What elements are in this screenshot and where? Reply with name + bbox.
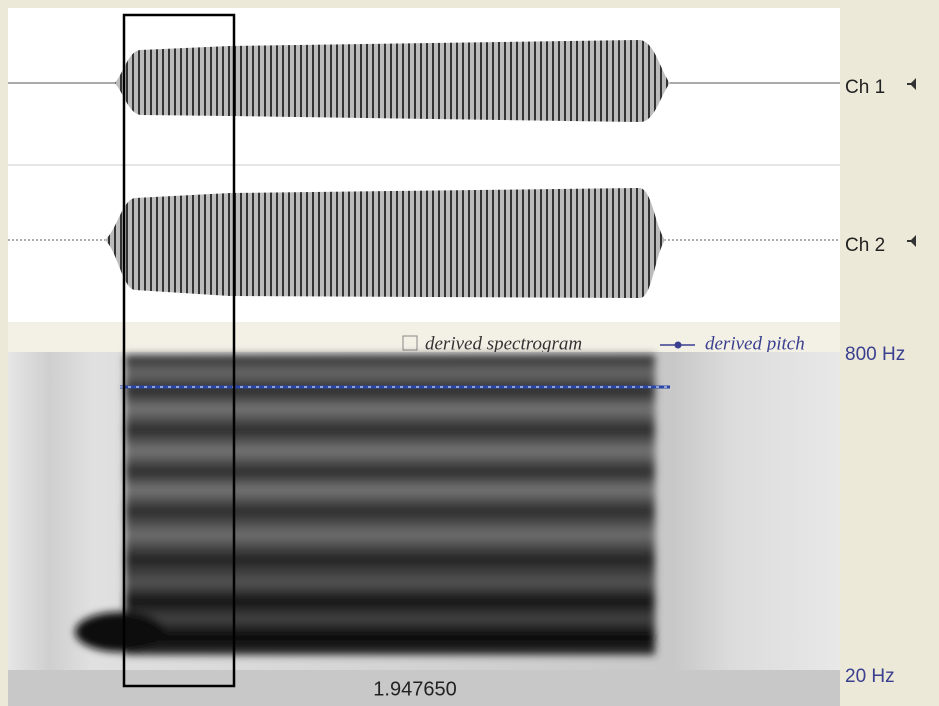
time-label: 1.947650: [373, 678, 456, 700]
legend-spectrogram: derived spectrogram: [425, 333, 582, 354]
waveform: [105, 188, 665, 298]
legend-swatch: [402, 335, 418, 351]
selection-box[interactable]: [122, 13, 236, 688]
channel-label: Ch 2: [845, 235, 885, 256]
time-bar[interactable]: [8, 670, 840, 706]
freq-top-label: 800 Hz: [845, 344, 905, 365]
waveform: [115, 40, 670, 122]
legend-pitch: derived pitch: [705, 333, 805, 354]
legend-strip: [8, 322, 840, 352]
legend-pitch-dot: [674, 341, 682, 349]
speaker-icon[interactable]: [907, 235, 916, 247]
freq-bottom-label: 20 Hz: [845, 666, 895, 687]
spectrogram-energy: [75, 355, 655, 655]
speaker-icon[interactable]: [907, 78, 916, 90]
channel-label: Ch 1: [845, 77, 885, 98]
